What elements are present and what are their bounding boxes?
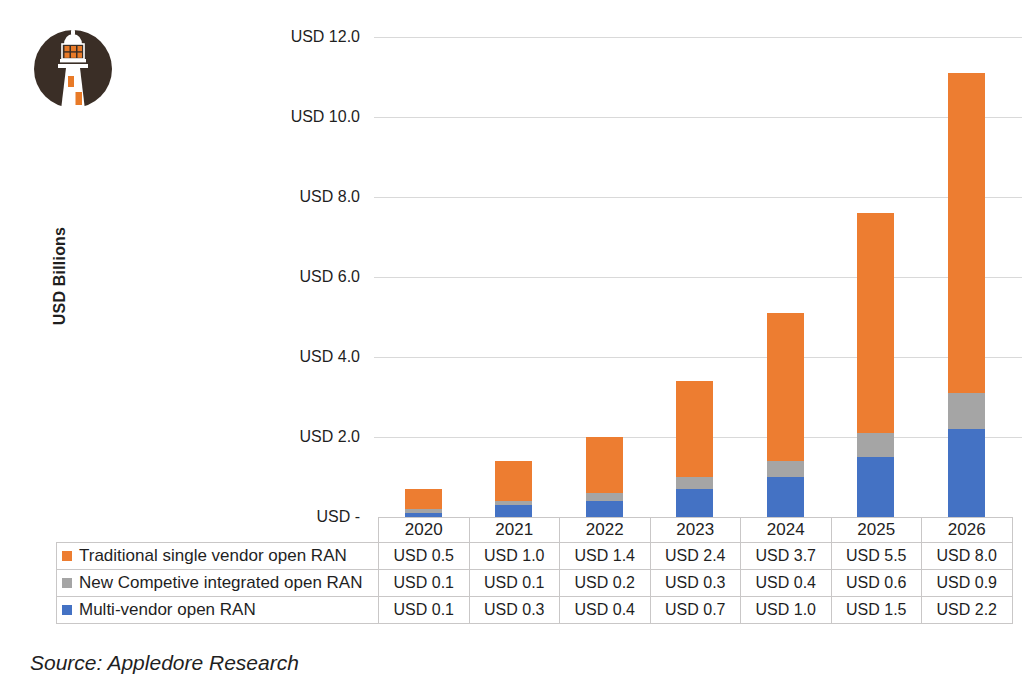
gridline (374, 197, 1022, 198)
bar-segment-2022 (586, 501, 623, 517)
bar-segment-2023 (676, 381, 713, 477)
value-cell: USD 0.6 (831, 570, 922, 597)
value-cell: USD 0.3 (650, 570, 741, 597)
bar-segment-2020 (405, 509, 442, 513)
gridline (374, 357, 1022, 358)
value-cell: USD 2.4 (650, 543, 741, 570)
appledore-lighthouse-logo (34, 27, 114, 122)
value-cell: USD 0.1 (379, 597, 470, 624)
bar-segment-2026 (948, 429, 985, 517)
value-cell: USD 1.0 (469, 543, 560, 570)
y-axis-tick-label: USD 10.0 (291, 107, 360, 127)
year-header-cell: 2026 (922, 518, 1013, 543)
y-axis-tick-label: USD 2.0 (300, 427, 360, 447)
source-note: Source: Appledore Research (30, 651, 299, 675)
year-header-cell: 2025 (831, 518, 922, 543)
value-cell: USD 0.2 (560, 570, 651, 597)
year-header-cell: 2023 (650, 518, 741, 543)
legend-cell: New Competive integrated open RAN (57, 570, 379, 597)
bar-segment-2026 (948, 73, 985, 393)
year-header-cell: 2020 (379, 518, 470, 543)
table-row: Multi-vendor open RANUSD 0.1USD 0.3USD 0… (57, 597, 1013, 624)
table-row: New Competive integrated open RANUSD 0.1… (57, 570, 1013, 597)
value-cell: USD 0.4 (560, 597, 651, 624)
gridline (374, 117, 1022, 118)
year-header-cell: 2022 (560, 518, 651, 543)
year-header-cell: 2024 (741, 518, 832, 543)
y-axis-tick-label: USD 12.0 (291, 27, 360, 47)
value-cell: USD 0.4 (741, 570, 832, 597)
value-cell: USD 1.4 (560, 543, 651, 570)
year-header-cell: 2021 (469, 518, 560, 543)
value-cell: USD 0.9 (922, 570, 1013, 597)
y-axis-tick-label: USD 6.0 (300, 267, 360, 287)
value-cell: USD 0.3 (469, 597, 560, 624)
legend-cell: Multi-vendor open RAN (57, 597, 379, 624)
bar-segment-2023 (676, 477, 713, 489)
legend-swatch-icon (62, 578, 72, 588)
bar-segment-2023 (676, 489, 713, 517)
value-cell: USD 1.0 (741, 597, 832, 624)
value-cell: USD 0.1 (469, 570, 560, 597)
bar-segment-2025 (857, 457, 894, 517)
legend-cell: Traditional single vendor open RAN (57, 543, 379, 570)
value-cell: USD 1.5 (831, 597, 922, 624)
bar-segment-2025 (857, 213, 894, 433)
bar-segment-2021 (495, 461, 532, 501)
y-axis-tick-label: USD 4.0 (300, 347, 360, 367)
table-blank-cell (57, 518, 379, 543)
value-cell: USD 0.7 (650, 597, 741, 624)
bar-segment-2024 (767, 313, 804, 461)
bar-segment-2026 (948, 393, 985, 429)
gridline (374, 277, 1022, 278)
legend-swatch-icon (62, 551, 72, 561)
bar-segment-2025 (857, 433, 894, 457)
bar-segment-2020 (405, 489, 442, 509)
chart-data-table: 2020202120222023202420252026Traditional … (56, 517, 1013, 624)
value-cell: USD 3.7 (741, 543, 832, 570)
bar-segment-2024 (767, 477, 804, 517)
value-cell: USD 0.1 (379, 570, 470, 597)
bar-segment-2021 (495, 501, 532, 505)
table-row: Traditional single vendor open RANUSD 0.… (57, 543, 1013, 570)
bar-segment-2022 (586, 493, 623, 501)
value-cell: USD 2.2 (922, 597, 1013, 624)
bar-segment-2024 (767, 461, 804, 477)
bar-segment-2021 (495, 505, 532, 517)
y-axis-title: USD Billions (51, 227, 69, 325)
bar-segment-2022 (586, 437, 623, 493)
y-axis-tick-label: USD 8.0 (300, 187, 360, 207)
legend-swatch-icon (62, 605, 72, 615)
gridline (374, 37, 1022, 38)
value-cell: USD 0.5 (379, 543, 470, 570)
value-cell: USD 5.5 (831, 543, 922, 570)
value-cell: USD 8.0 (922, 543, 1013, 570)
